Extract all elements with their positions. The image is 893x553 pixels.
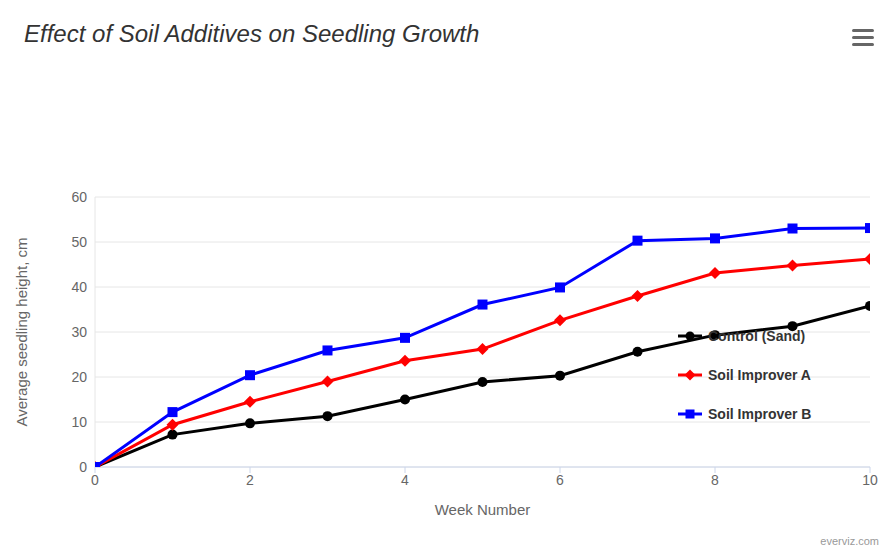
html-text:Soil Improver A: Soil Improver A [708,366,811,383]
svg-text:40: 40 [71,279,87,295]
svg-text:10: 10 [71,414,87,430]
html-text:Soil Improver B: Soil Improver B [708,405,812,422]
svg-text:50: 50 [71,234,87,250]
svg-text:Average seedling height, cm: Average seedling height, cm [13,237,30,426]
html-text:Control (Sand): Control (Sand) [708,327,806,344]
svg-text:10: 10 [862,472,878,488]
svg-text:20: 20 [71,369,87,385]
html-text:everviz.com: everviz.com [820,535,879,547]
svg-text:0: 0 [79,459,87,475]
svg-text:Week Number: Week Number [435,501,531,518]
svg-text:0: 0 [91,472,99,488]
svg-text:4: 4 [401,472,409,488]
svg-text:8: 8 [711,472,719,488]
svg-text:60: 60 [71,189,87,205]
html-text:Effect of Soil Additives on Se: Effect of Soil Additives on Seedling Gro… [24,20,480,47]
svg-text:6: 6 [556,472,564,488]
svg-text:30: 30 [71,324,87,340]
svg-text:2: 2 [246,472,254,488]
